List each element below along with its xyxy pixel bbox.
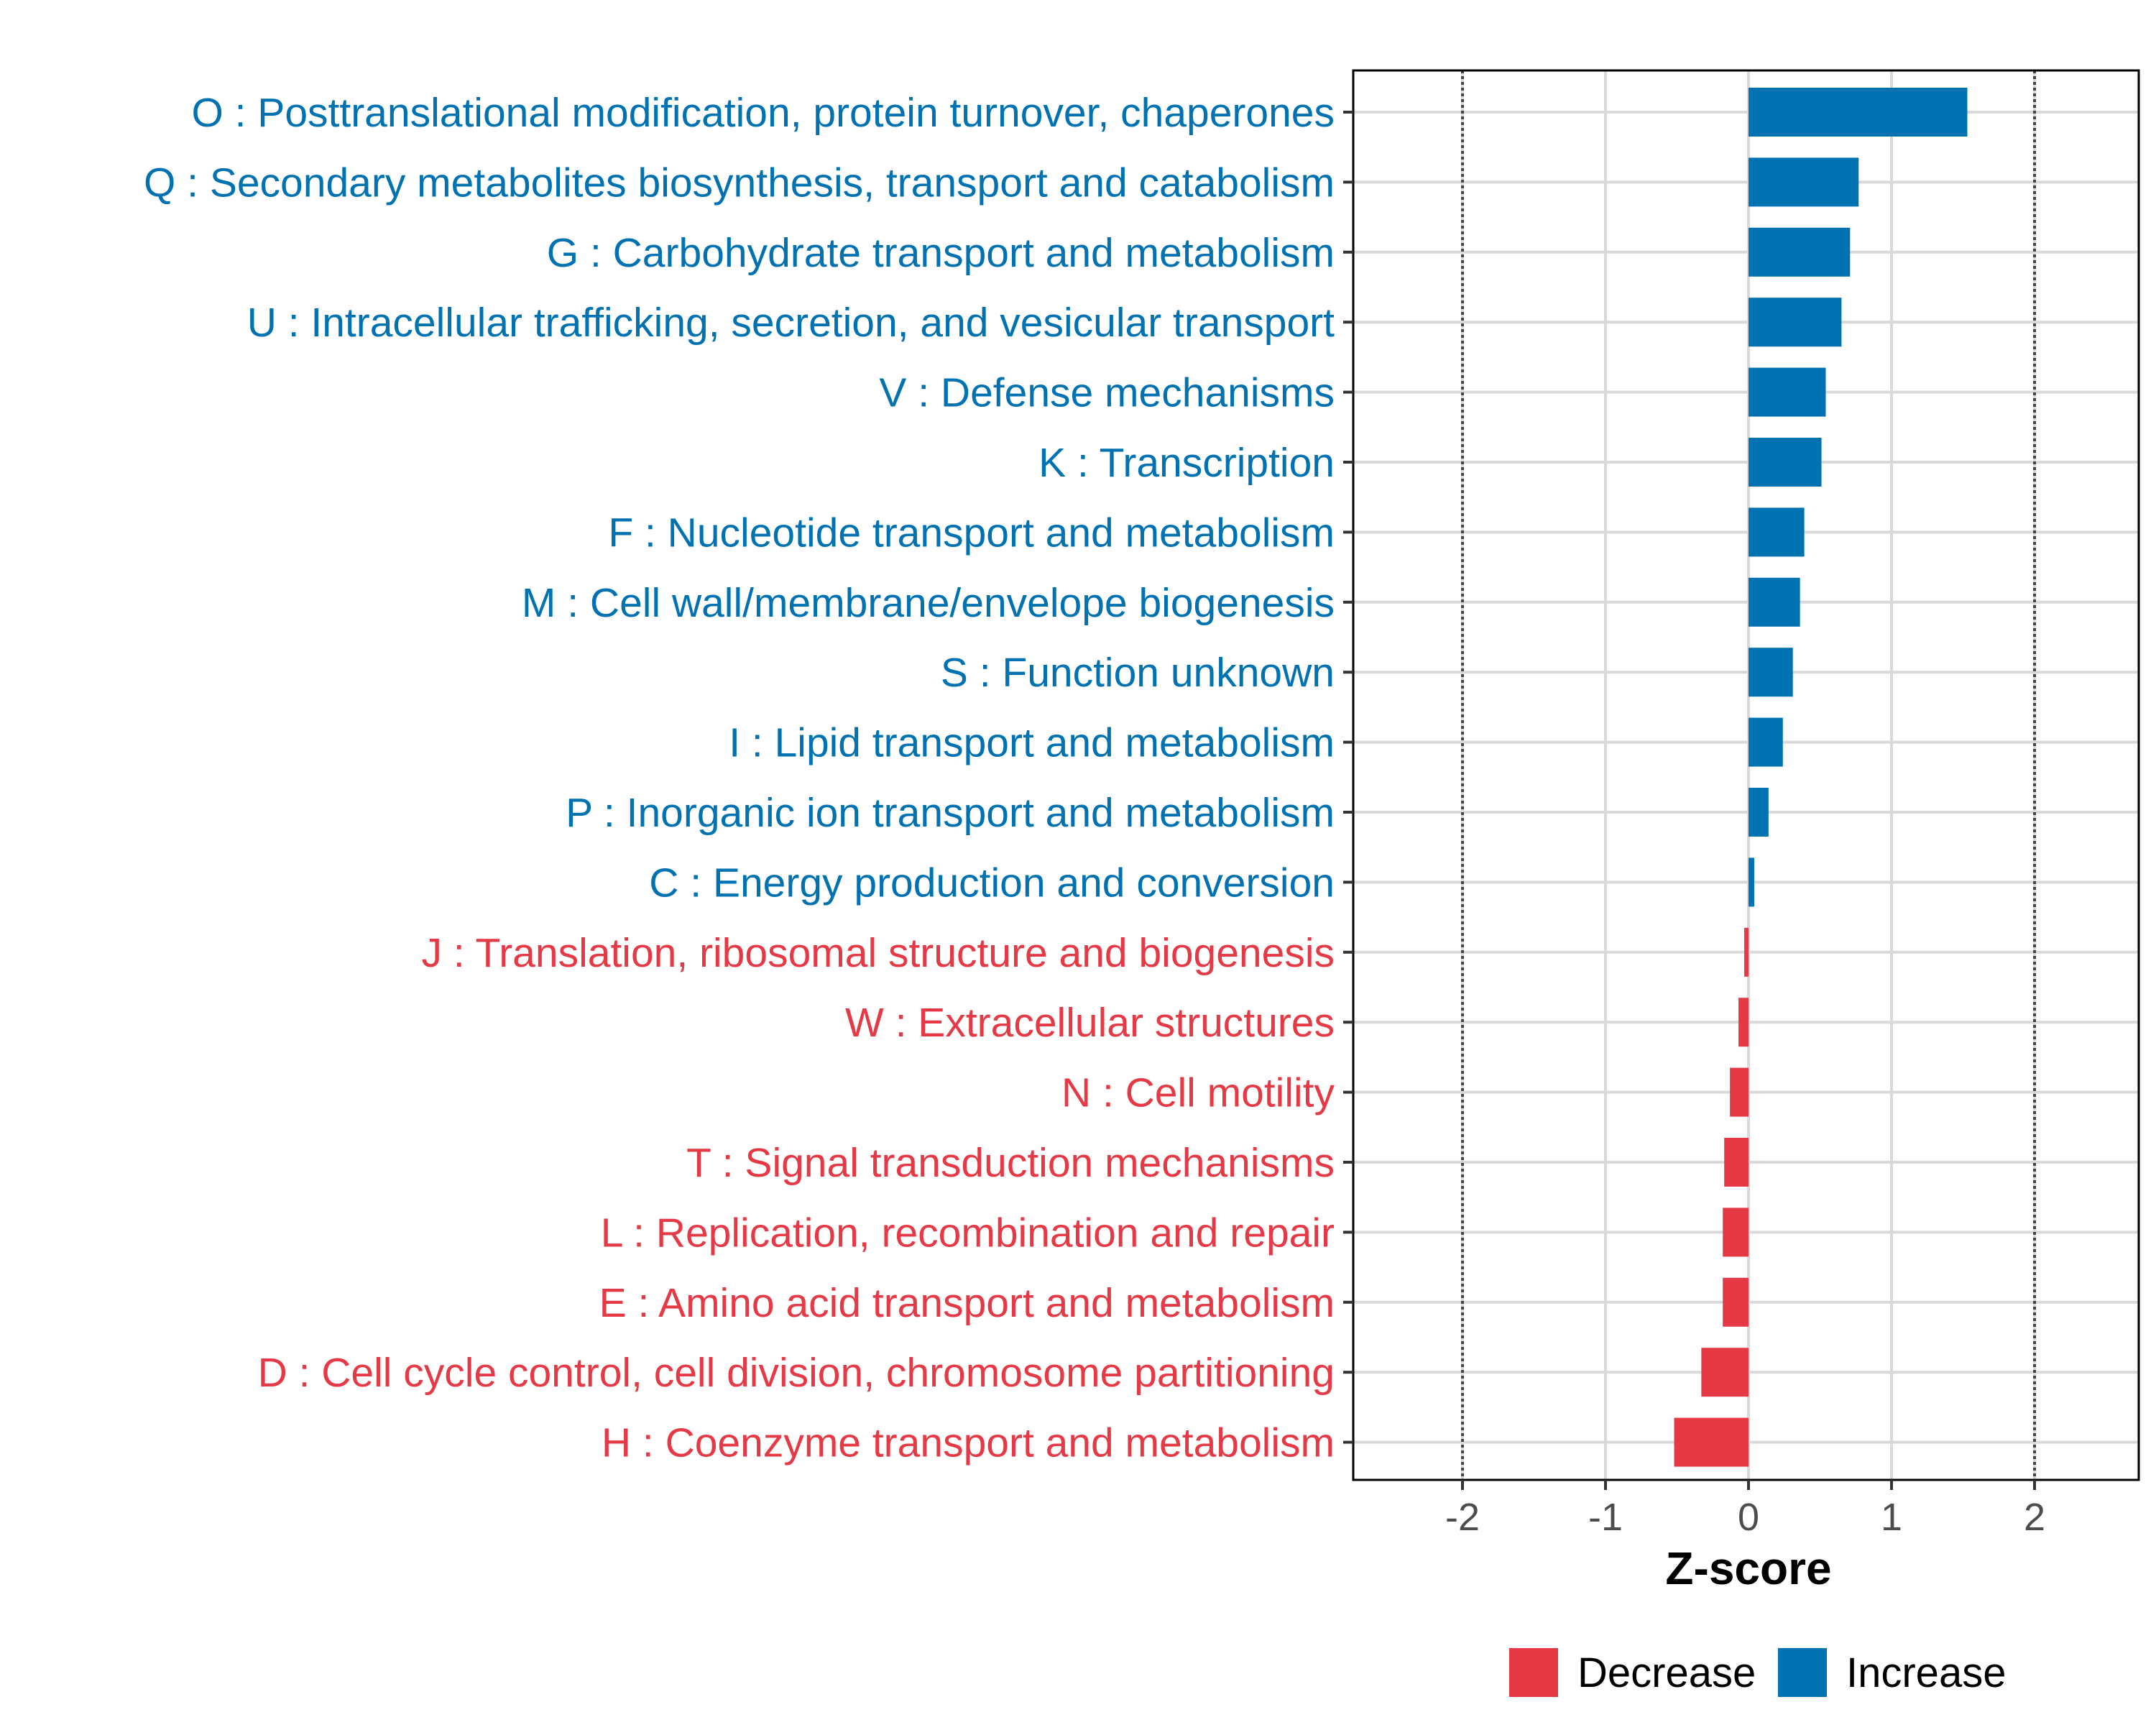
plot-border xyxy=(1352,69,2140,1481)
bar-increase xyxy=(1749,298,1842,347)
y-tick-label: C : Energy production and conversion xyxy=(649,860,1335,906)
x-tick-label: 1 xyxy=(1881,1496,1902,1539)
x-tick-label: 2 xyxy=(2024,1496,2045,1539)
y-tick-label: W : Extracellular structures xyxy=(845,1000,1335,1046)
x-axis-ticks xyxy=(1461,1480,2036,1490)
bar-decrease xyxy=(1723,1277,1749,1327)
y-tick-label: D : Cell cycle control, cell division, c… xyxy=(258,1350,1335,1396)
y-tick-label: T : Signal transduction mechanisms xyxy=(686,1140,1335,1186)
x-tick-label: -2 xyxy=(1445,1496,1480,1539)
bar-decrease xyxy=(1724,1138,1749,1187)
bar-increase xyxy=(1749,648,1793,697)
y-tick-label: M : Cell wall/membrane/envelope biogenes… xyxy=(522,580,1335,626)
x-tick-label: 0 xyxy=(1738,1496,1759,1539)
legend-item-decrease: Decrease xyxy=(1509,1648,1756,1697)
legend-item-increase: Increase xyxy=(1778,1648,2006,1697)
y-tick-label: L : Replication, recombination and repai… xyxy=(601,1210,1335,1256)
y-tick-label: U : Intracellular trafficking, secretion… xyxy=(247,300,1335,346)
bars xyxy=(1674,88,1968,1467)
bar-increase xyxy=(1749,717,1783,767)
y-tick-label: S : Function unknown xyxy=(941,650,1335,696)
bar-increase xyxy=(1749,577,1800,627)
legend-swatch xyxy=(1778,1648,1827,1697)
legend: Decrease Increase xyxy=(1509,1648,2006,1697)
plot-background xyxy=(1353,70,2139,1480)
bar-increase xyxy=(1749,227,1851,277)
y-tick-label: E : Amino acid transport and metabolism xyxy=(599,1280,1335,1326)
y-axis-category-labels: O : Posttranslational modification, prot… xyxy=(144,90,1335,1466)
y-axis-ticks xyxy=(1343,111,1353,1444)
y-tick-label: J : Translation, ribosomal structure and… xyxy=(422,930,1335,976)
y-tick-label: Q : Secondary metabolites biosynthesis, … xyxy=(144,160,1335,206)
bar-decrease xyxy=(1744,927,1749,977)
bar-decrease xyxy=(1730,1067,1749,1117)
x-axis-title: Z-score xyxy=(1665,1542,1831,1594)
bar-decrease xyxy=(1723,1208,1749,1257)
x-axis-tick-labels: -2 -1 0 1 2 xyxy=(1445,1496,2045,1539)
bar-decrease xyxy=(1674,1417,1749,1467)
y-tick-label: V : Defense mechanisms xyxy=(879,370,1335,416)
bar-decrease xyxy=(1701,1348,1749,1397)
bar-increase xyxy=(1749,88,1968,137)
y-tick-label: O : Posttranslational modification, prot… xyxy=(191,90,1335,136)
y-tick-label: G : Carbohydrate transport and metabolis… xyxy=(547,230,1335,276)
x-tick-label: -1 xyxy=(1588,1496,1623,1539)
y-tick-label: N : Cell motility xyxy=(1061,1070,1335,1116)
bar-increase xyxy=(1749,857,1754,907)
bar-increase xyxy=(1749,367,1826,417)
y-tick-label: K : Transcription xyxy=(1038,440,1335,486)
y-tick-label: H : Coenzyme transport and metabolism xyxy=(602,1420,1335,1466)
y-tick-label: P : Inorganic ion transport and metaboli… xyxy=(566,790,1335,836)
reference-lines xyxy=(1461,70,2036,1480)
y-tick-label: F : Nucleotide transport and metabolism xyxy=(608,510,1335,556)
bar-decrease xyxy=(1738,998,1749,1047)
legend-swatch xyxy=(1509,1648,1558,1697)
bar-increase xyxy=(1749,438,1822,487)
y-tick-label: I : Lipid transport and metabolism xyxy=(729,720,1335,766)
bar-increase xyxy=(1749,157,1859,207)
bar-increase xyxy=(1749,507,1805,557)
legend-label: Increase xyxy=(1846,1650,2006,1696)
bar-increase xyxy=(1749,788,1769,837)
legend-label: Decrease xyxy=(1577,1650,1756,1696)
